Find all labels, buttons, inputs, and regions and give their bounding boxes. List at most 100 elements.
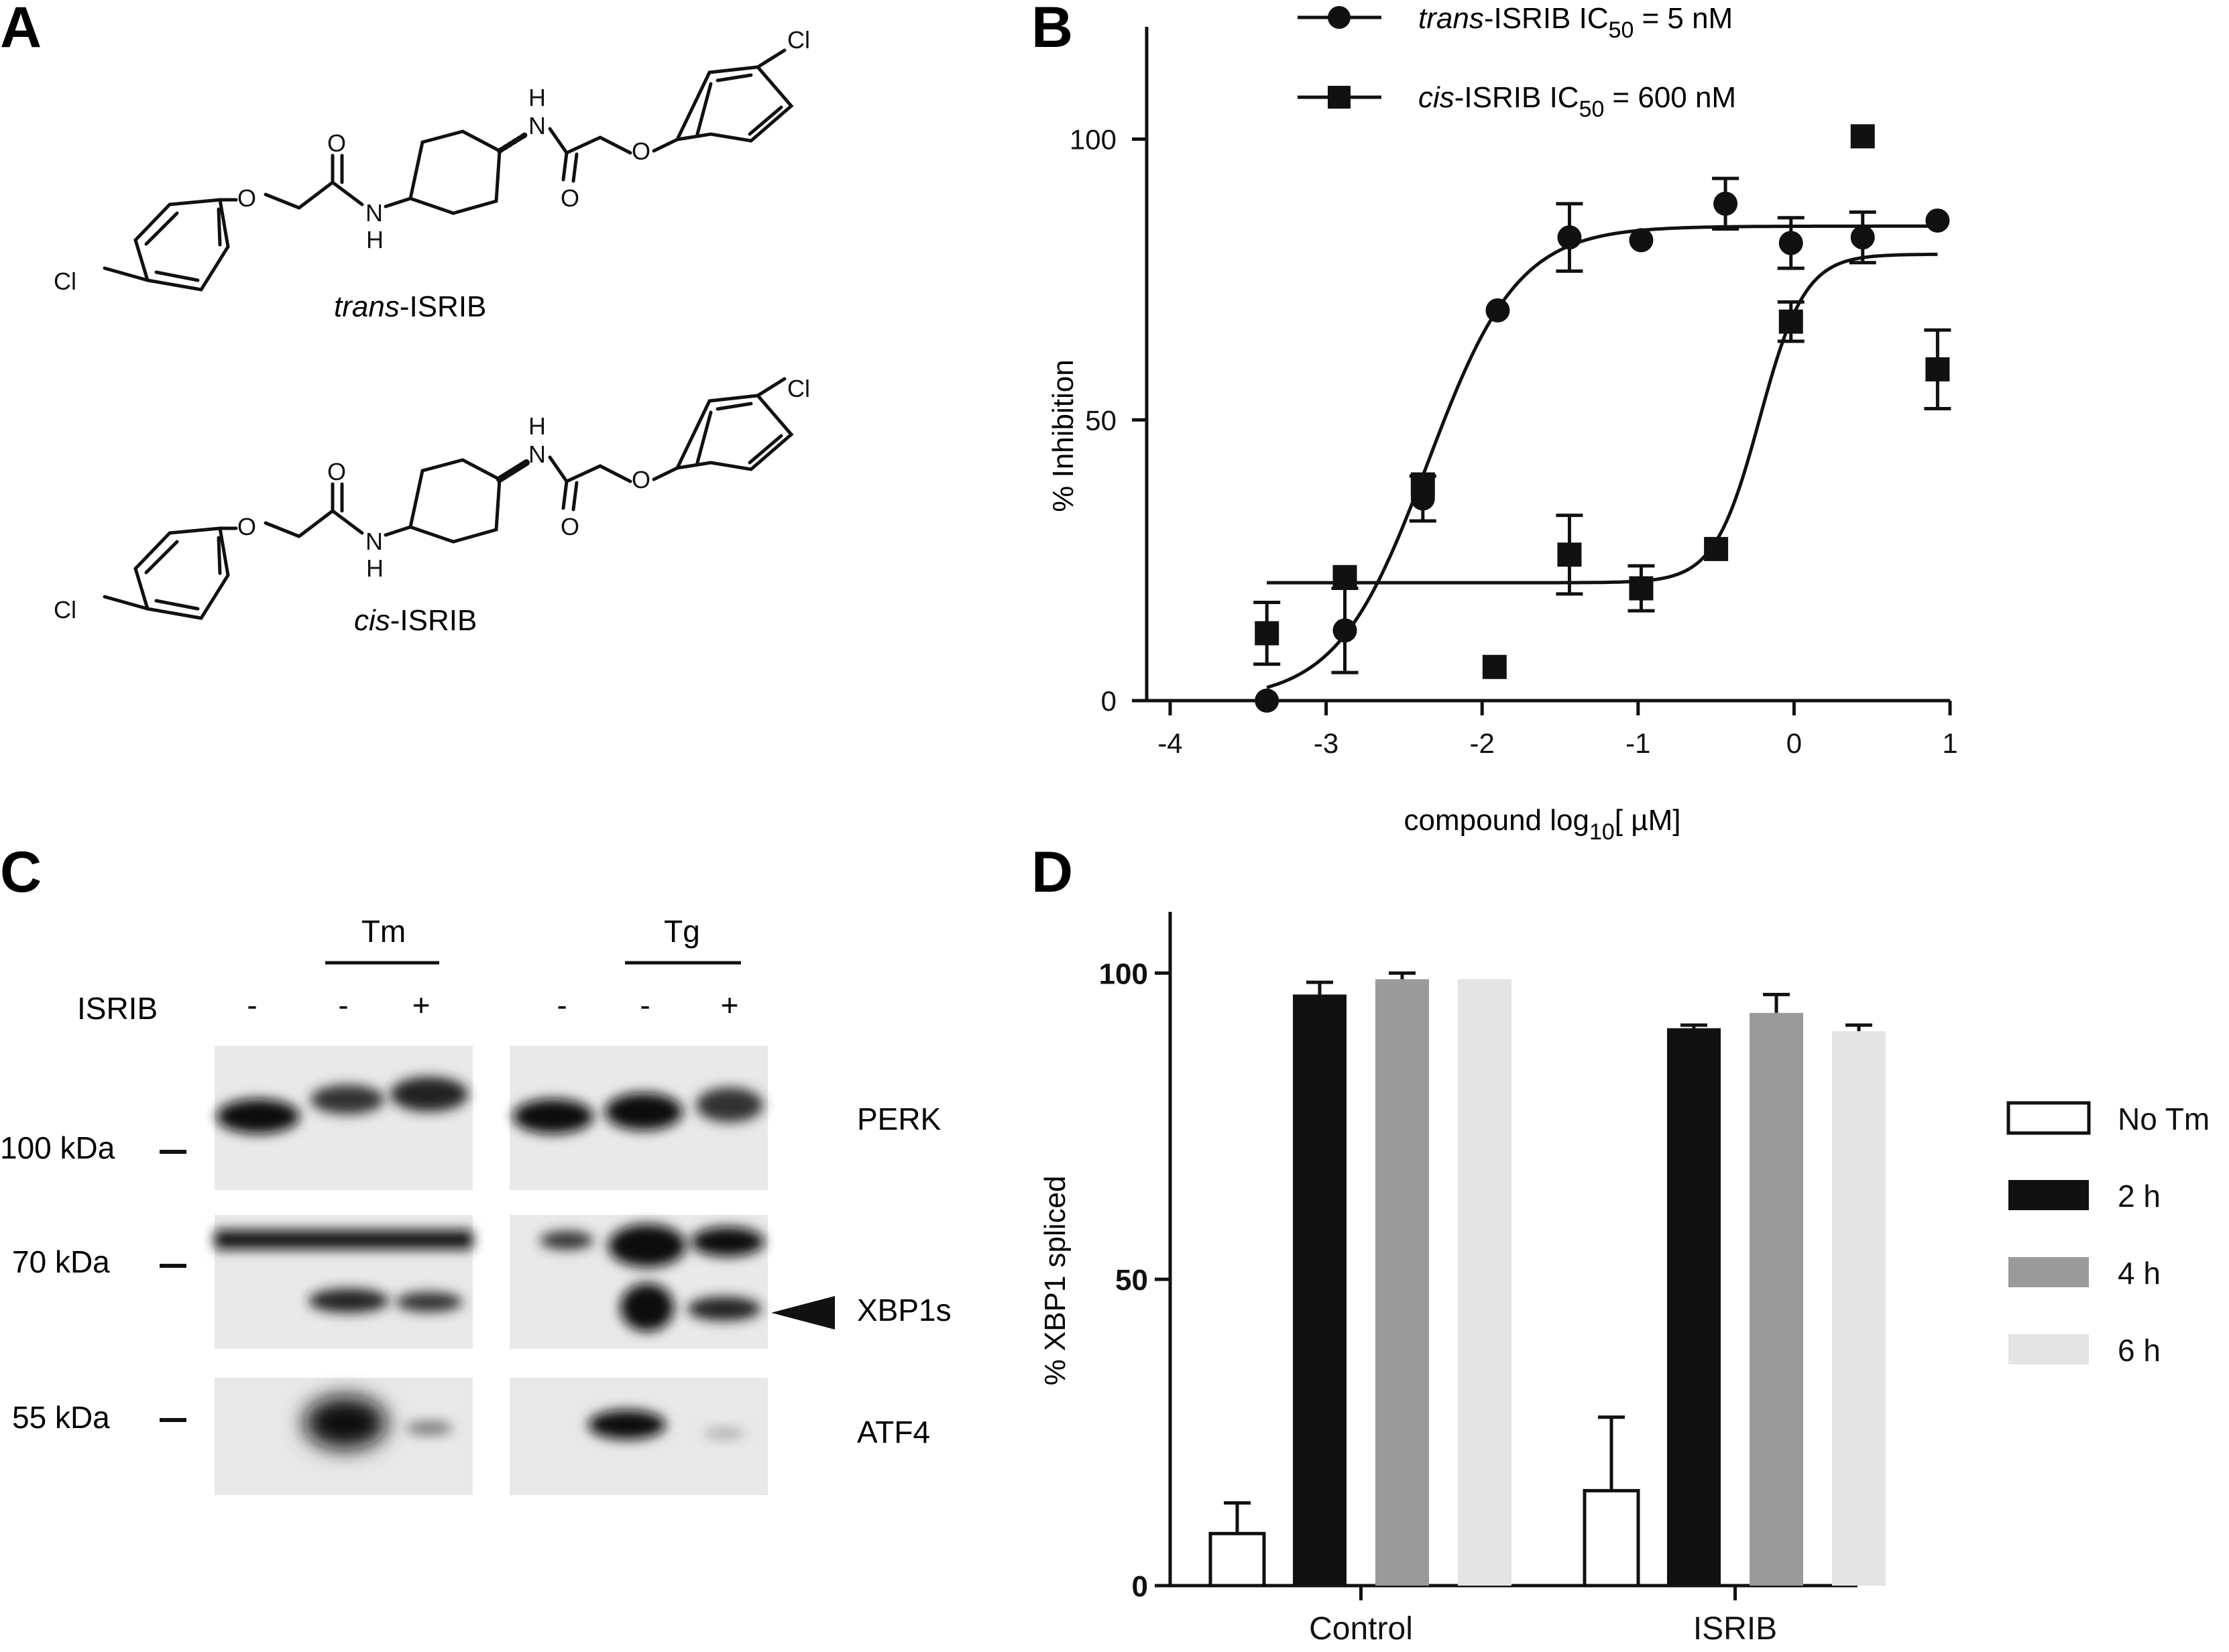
b-plot-area <box>1253 124 1951 713</box>
x-tick-label: 0 <box>1786 727 1802 759</box>
data-point-trans <box>1485 298 1510 322</box>
b-legend: trans-ISRIB IC50 = 5 nM cis-ISRIB IC50 = 6… <box>1298 2 1736 122</box>
atom-n: N <box>528 112 546 139</box>
data-point-cis <box>1778 309 1803 334</box>
data-point-cis <box>1850 124 1875 149</box>
x-tick-label: -2 <box>1470 727 1495 759</box>
band <box>588 1410 666 1439</box>
y-tick-label: 100 <box>1070 124 1117 156</box>
lane-sign: - <box>247 988 257 1022</box>
y-tick-label: 50 <box>1115 1264 1148 1297</box>
d-tick-labels: 0 50 100 <box>1099 957 1148 1603</box>
atom-o: O <box>632 137 650 165</box>
bar <box>1293 994 1347 1586</box>
category-label: Control <box>1309 1611 1413 1647</box>
bar <box>1583 1488 1640 1588</box>
data-point-trans <box>1332 618 1357 643</box>
panel-b-label: B <box>1031 0 1073 60</box>
band <box>406 1421 453 1435</box>
band <box>704 1428 744 1439</box>
atom-o: O <box>632 466 650 493</box>
y-tick-label: 100 <box>1099 957 1148 990</box>
perk-bands <box>217 1077 763 1134</box>
b-tick-labels: -4 -3 -2 -1 0 1 0 50 100 <box>1070 124 1958 760</box>
band <box>605 1093 683 1130</box>
legend-swatch <box>2006 1101 2091 1135</box>
data-point-cis <box>1410 472 1435 497</box>
group-label-tm: Tm <box>361 914 406 949</box>
arrowhead-icon <box>771 1296 835 1330</box>
data-point-cis <box>1332 565 1357 589</box>
fit-curve-trans <box>1266 224 1938 689</box>
atom-n: N <box>365 528 383 555</box>
panel-d: D 0 50 100 % XBP1 spliced Control ISRIB No … <box>1031 840 2210 1647</box>
legend-label: 2 h <box>2118 1179 2161 1214</box>
trans-isrib-atoms: Cl O O N H N H O O Cl <box>54 26 810 295</box>
category-label: ISRIB <box>1693 1611 1777 1647</box>
group-label-tg: Tg <box>664 914 700 949</box>
atom-h: H <box>528 412 546 440</box>
band <box>691 1227 764 1256</box>
legend-swatch <box>2008 1334 2089 1364</box>
x-tick-label: 1 <box>1942 727 1957 759</box>
y-tick-label: 0 <box>1132 1570 1148 1603</box>
mw-label-55: 55 kDa <box>12 1400 110 1435</box>
band <box>608 1224 686 1267</box>
bar <box>1750 1012 1803 1586</box>
atom-o: O <box>327 458 346 485</box>
lane-sign: + <box>721 988 739 1022</box>
data-point-cis <box>1629 576 1654 601</box>
x-tick-label: -1 <box>1625 727 1650 759</box>
trans-isrib-name: trans-ISRIB <box>334 290 486 323</box>
x-tick-label: -4 <box>1157 727 1182 759</box>
mw-label-70: 70 kDa <box>12 1244 110 1279</box>
atom-cl: Cl <box>54 596 76 624</box>
band <box>396 1292 463 1312</box>
legend-label-trans: trans-ISRIB IC50 = 5 nM <box>1418 2 1733 43</box>
d-plot-area <box>1208 971 1886 1588</box>
bar <box>1375 979 1429 1586</box>
band <box>310 1085 384 1114</box>
legend-marker-trans <box>1328 6 1351 29</box>
data-point-trans <box>1557 225 1582 250</box>
band <box>513 1099 593 1134</box>
legend-swatch <box>2008 1180 2089 1210</box>
band <box>217 1099 300 1134</box>
xbp1-bands <box>215 1224 764 1332</box>
data-point-cis <box>1482 654 1507 679</box>
band <box>687 1297 761 1321</box>
atom-h: H <box>528 84 546 111</box>
trans-isrib-structure <box>103 48 794 292</box>
legend-label: 4 h <box>2118 1256 2161 1291</box>
atom-cl: Cl <box>54 268 76 295</box>
isrib-row-label: ISRIB <box>77 991 158 1026</box>
band-label-atf4: ATF4 <box>857 1415 930 1450</box>
legend-label-cis: cis-ISRIB IC50 = 600 nM <box>1418 81 1736 122</box>
d-tick-marks <box>1155 971 1737 1600</box>
panel-a: A <box>0 0 810 637</box>
atom-cl: Cl <box>787 26 810 54</box>
panel-b: B -4 -3 -2 -1 0 1 0 50 100 % Inhibition compound… <box>1031 0 1958 845</box>
data-point-trans <box>1850 225 1875 250</box>
data-point-cis <box>1255 621 1279 646</box>
bar <box>1667 1028 1721 1586</box>
data-point-cis <box>1704 536 1729 561</box>
lane-sign: - <box>640 988 650 1022</box>
fit-curve-cis <box>1267 252 1938 585</box>
b-y-axis-label: % Inhibition <box>1047 359 1080 512</box>
d-category-labels: Control ISRIB <box>1309 1611 1777 1647</box>
cis-isrib-name: cis-ISRIB <box>354 604 477 637</box>
band <box>308 1289 389 1313</box>
data-point-trans <box>1255 689 1279 713</box>
atom-h: H <box>366 554 384 582</box>
x-tick-label: -3 <box>1314 727 1338 759</box>
data-point-trans <box>1778 231 1803 255</box>
atom-o: O <box>561 513 579 540</box>
band <box>215 1230 473 1249</box>
y-tick-label: 0 <box>1101 685 1117 717</box>
data-point-trans <box>1629 228 1654 253</box>
atf4-bands <box>304 1396 744 1450</box>
band <box>304 1396 387 1450</box>
data-point-cis <box>1557 542 1582 567</box>
